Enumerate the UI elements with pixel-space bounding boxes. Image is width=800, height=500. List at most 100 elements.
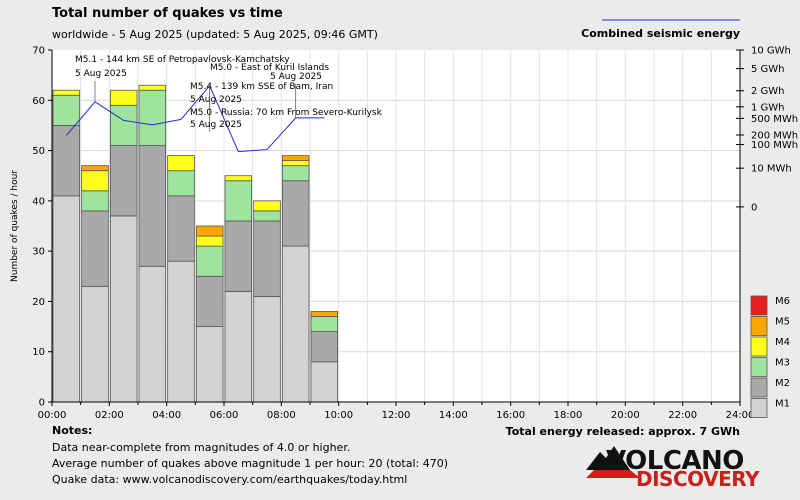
y-right-tick-label: 10 GWh: [751, 46, 791, 57]
y-tick-label: 40: [32, 196, 45, 207]
energy-layer: [65, 84, 325, 153]
x-tick-label: 00:00: [38, 410, 67, 421]
annotation-title: M5.4 - 139 km SSE of Bam, Iran: [190, 82, 333, 92]
gridlines: [52, 50, 740, 402]
annotations: M5.1 - 144 km SE of Petropavlovsk-Kamcha…: [75, 55, 383, 132]
x-ticks: 00:00 02:00 04:00 06:00 08:00 10:00 12:00 14:00…: [38, 402, 755, 421]
bar-m2-7: [253, 220, 281, 297]
bar-m3-8: [281, 165, 310, 182]
total-energy: Total energy released: approx. 7 GWh: [506, 425, 740, 438]
x-tick-label: 18:00: [554, 410, 583, 421]
bar-m3-2: [109, 104, 138, 146]
bar-m2-5: [195, 275, 224, 327]
y-right-tick-label: 2 GWh: [751, 86, 785, 97]
logo-word-volcano: VOLCANO: [606, 446, 744, 476]
annotation-date: 5 Aug 2025: [190, 95, 242, 105]
volcano-icon: [586, 446, 630, 470]
y-axis-label: Number of quakes / hour: [10, 170, 20, 282]
notes-title: Notes:: [52, 424, 92, 437]
bar-m2-9: [310, 331, 339, 363]
legend-swatch-m2: [750, 377, 768, 398]
bar-m3-5: [195, 245, 224, 277]
legend-swatch-m3: [750, 357, 768, 377]
bar-m3-3: [138, 89, 167, 146]
bar-m4-3: [138, 84, 167, 91]
y-tick-label: 70: [32, 46, 45, 57]
notes-line-1: Data near-complete from magnitudes of 4.…: [52, 441, 350, 454]
bar-m3-4: [167, 170, 195, 197]
x-tick-label: 16:00: [496, 410, 525, 421]
bar-m4-5: [195, 235, 224, 247]
legend-label-m5: M5: [775, 317, 790, 328]
magnitude-legend: M6 M5 M4 M3 M2 M1: [750, 295, 790, 418]
bar-m5-8: [281, 155, 310, 162]
bar-m1-5: [195, 326, 224, 403]
annotation-date: 5 Aug 2025: [190, 120, 242, 130]
legend-swatch-m4: [750, 336, 768, 357]
bar-m1-2: [109, 215, 138, 403]
chart-title: Total number of quakes vs time: [52, 6, 283, 21]
bar-m3-0: [52, 94, 81, 126]
y-right-tick-label: 500 MWh: [751, 114, 798, 125]
y-right-tick-label: 100 MWh: [751, 140, 798, 151]
x-tick-label: 02:00: [95, 410, 124, 421]
bar-m1-3: [138, 265, 167, 403]
y-right-tick-label: 10 MWh: [751, 164, 792, 175]
bar-m5-1: [81, 165, 109, 172]
legend-swatch-m5: [750, 316, 768, 336]
bar-m4-2: [109, 89, 138, 106]
notes-line-3: Quake data: www.volcanodiscovery.com/ear…: [52, 473, 407, 486]
bar-m2-6: [224, 220, 253, 292]
energy-line: [65, 84, 325, 153]
bar-m4-6: [224, 175, 253, 182]
x-tick-label: 24:00: [726, 410, 755, 421]
bar-m3-9: [310, 316, 339, 332]
bar-m1-6: [224, 290, 253, 403]
annotation-date: 5 Aug 2025: [75, 69, 127, 79]
legend-label-m6: M6: [775, 296, 790, 307]
bar-m2-1: [81, 210, 109, 287]
logo-word-discovery: DISCOVERY: [636, 467, 760, 491]
bar-m1-4: [167, 260, 195, 403]
bar-m4-0: [52, 89, 81, 96]
x-tick-label: 12:00: [382, 410, 411, 421]
bar-m5-5: [195, 225, 224, 237]
y-tick-label: 0: [39, 398, 45, 409]
y-tick-label: 50: [32, 146, 45, 157]
x-tick-label: 20:00: [611, 410, 640, 421]
bar-m2-0: [52, 125, 81, 197]
bar-m4-7: [253, 200, 281, 212]
annotation-title: M5.0 - East of Kuril Islands: [210, 63, 329, 73]
legend-label-m1: M1: [775, 399, 790, 410]
y-right-tick-label: 1 GWh: [751, 102, 785, 113]
chart-subtitle: worldwide - 5 Aug 2025 (updated: 5 Aug 2…: [52, 28, 378, 41]
bar-m4-1: [81, 170, 109, 192]
bar-m1-9: [310, 361, 339, 403]
legend-label-m3: M3: [775, 358, 790, 369]
legend-swatch-m6: [750, 295, 768, 316]
x-tick-label: 10:00: [324, 410, 353, 421]
x-tick-label: 08:00: [267, 410, 296, 421]
bar-m2-2: [109, 145, 138, 217]
bar-m4-4: [167, 155, 195, 172]
annotation-date: 5 Aug 2025: [270, 72, 322, 82]
bar-m5-9: [310, 311, 339, 317]
y-ticks: 0 10 20 30 40 50 60 70: [32, 46, 52, 409]
y-tick-label: 30: [32, 247, 45, 258]
y-tick-label: 60: [32, 96, 45, 107]
y-right-tick-label: 0: [751, 202, 757, 213]
x-tick-label: 04:00: [152, 410, 181, 421]
bar-m3-1: [81, 190, 109, 212]
bar-m4-8: [281, 160, 310, 167]
annotation-title: M5.1 - 144 km SE of Petropavlovsk-Kamcha…: [75, 55, 290, 65]
notes-line-2: Average number of quakes above magnitude…: [52, 457, 448, 470]
bar-m2-8: [281, 180, 310, 247]
bar-m2-3: [138, 145, 167, 267]
y-tick-label: 10: [32, 347, 45, 358]
bar-m3-6: [224, 180, 253, 222]
x-tick-label: 22:00: [668, 410, 697, 421]
legend-swatch-m1: [750, 398, 768, 418]
x-tick-label: 06:00: [210, 410, 239, 421]
bar-m3-7: [253, 210, 281, 222]
